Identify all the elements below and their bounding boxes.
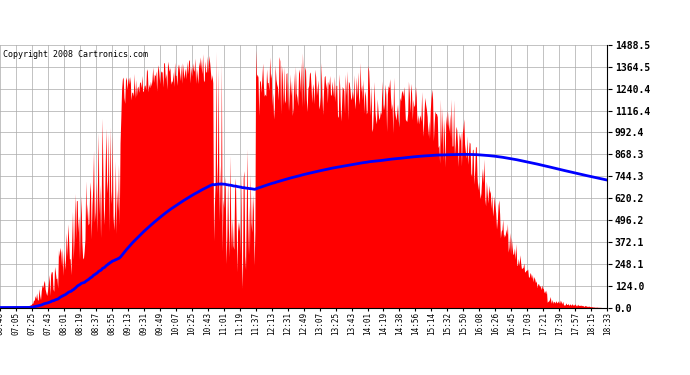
- Text: East Array Actual Power (red) & Running Average Power (blue) (Watts)  Mon Sep 22: East Array Actual Power (red) & Running …: [7, 9, 620, 22]
- Text: Copyright 2008 Cartronics.com: Copyright 2008 Cartronics.com: [3, 50, 148, 59]
